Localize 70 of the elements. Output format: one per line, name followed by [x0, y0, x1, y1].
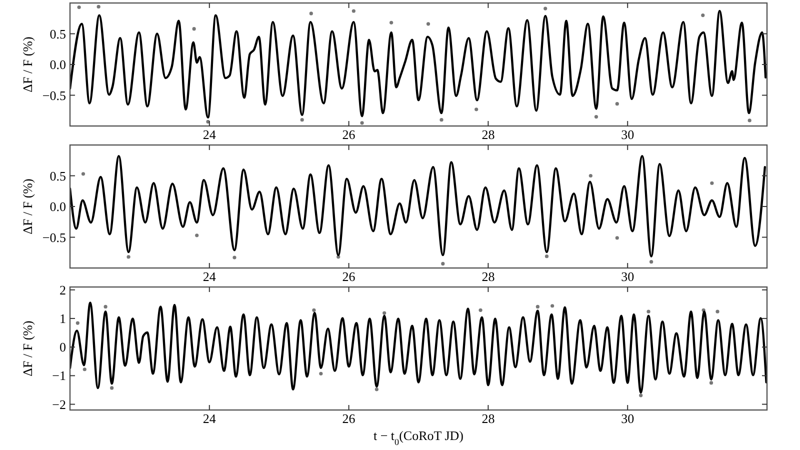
point [126, 255, 130, 259]
y-tick-label: 1 [60, 311, 66, 326]
point [550, 304, 554, 308]
x-tick-label: 30 [621, 127, 634, 142]
point [474, 108, 478, 112]
point [104, 304, 108, 309]
point [192, 27, 196, 31]
point [319, 372, 323, 376]
point [639, 394, 643, 398]
y-axis-title: ΔF / F (%) [20, 178, 35, 234]
line-series [70, 10, 767, 118]
point [536, 304, 540, 309]
point [716, 310, 720, 314]
x-tick-label: 24 [202, 269, 216, 284]
x-tick-label: 28 [482, 411, 495, 426]
point [352, 9, 356, 13]
point [382, 311, 386, 315]
point [96, 4, 100, 8]
point [646, 310, 650, 314]
point [309, 12, 313, 16]
y-tick-label: −0.5 [42, 230, 66, 245]
point [312, 308, 316, 312]
point [390, 20, 394, 24]
point [615, 102, 619, 106]
point [478, 308, 482, 312]
x-tick-label: 26 [342, 411, 356, 426]
point [588, 174, 592, 178]
y-tick-label: 0.0 [50, 199, 66, 214]
point [77, 6, 81, 10]
y-tick-label: −1 [52, 368, 66, 384]
x-tick-label: 30 [621, 411, 634, 426]
point [360, 121, 364, 125]
point [615, 236, 619, 240]
point [701, 14, 705, 18]
x-tick-label: 24 [202, 411, 216, 426]
point [374, 388, 378, 392]
point [709, 381, 714, 385]
point [440, 118, 444, 122]
point [650, 260, 654, 264]
point [544, 254, 549, 258]
x-tick-label: 30 [621, 269, 634, 284]
x-tick-label: 26 [342, 269, 356, 284]
point [441, 262, 445, 266]
point [81, 172, 86, 176]
point [232, 256, 236, 260]
x-axis-title: t − t$_{0}$(CoRoT JD) [373, 428, 464, 447]
y-axis-title: ΔF / F (%) [20, 36, 35, 92]
y-tick-label: −2 [52, 396, 66, 412]
x-tick-label: 26 [342, 127, 356, 142]
y-tick-label: 2 [60, 282, 66, 298]
point [710, 181, 714, 185]
point [300, 118, 304, 122]
point [544, 6, 548, 10]
point [110, 386, 114, 390]
point [82, 368, 86, 372]
x-tick-label: 28 [482, 127, 495, 142]
line-series [70, 154, 766, 258]
x-tick-label: 24 [202, 127, 216, 142]
y-tick-label: 0.0 [50, 57, 66, 72]
y-tick-label: −0.5 [42, 88, 66, 103]
y-tick-label: 0.5 [50, 26, 66, 42]
point [76, 321, 80, 325]
point [426, 22, 430, 26]
point [594, 114, 598, 119]
y-axis-title: ΔF / F (%) [20, 320, 35, 376]
x-tick-label: 28 [482, 269, 495, 284]
y-tick-label: 0 [60, 340, 66, 355]
point [748, 118, 752, 122]
point [195, 234, 199, 238]
y-tick-label: 0.5 [50, 168, 66, 184]
